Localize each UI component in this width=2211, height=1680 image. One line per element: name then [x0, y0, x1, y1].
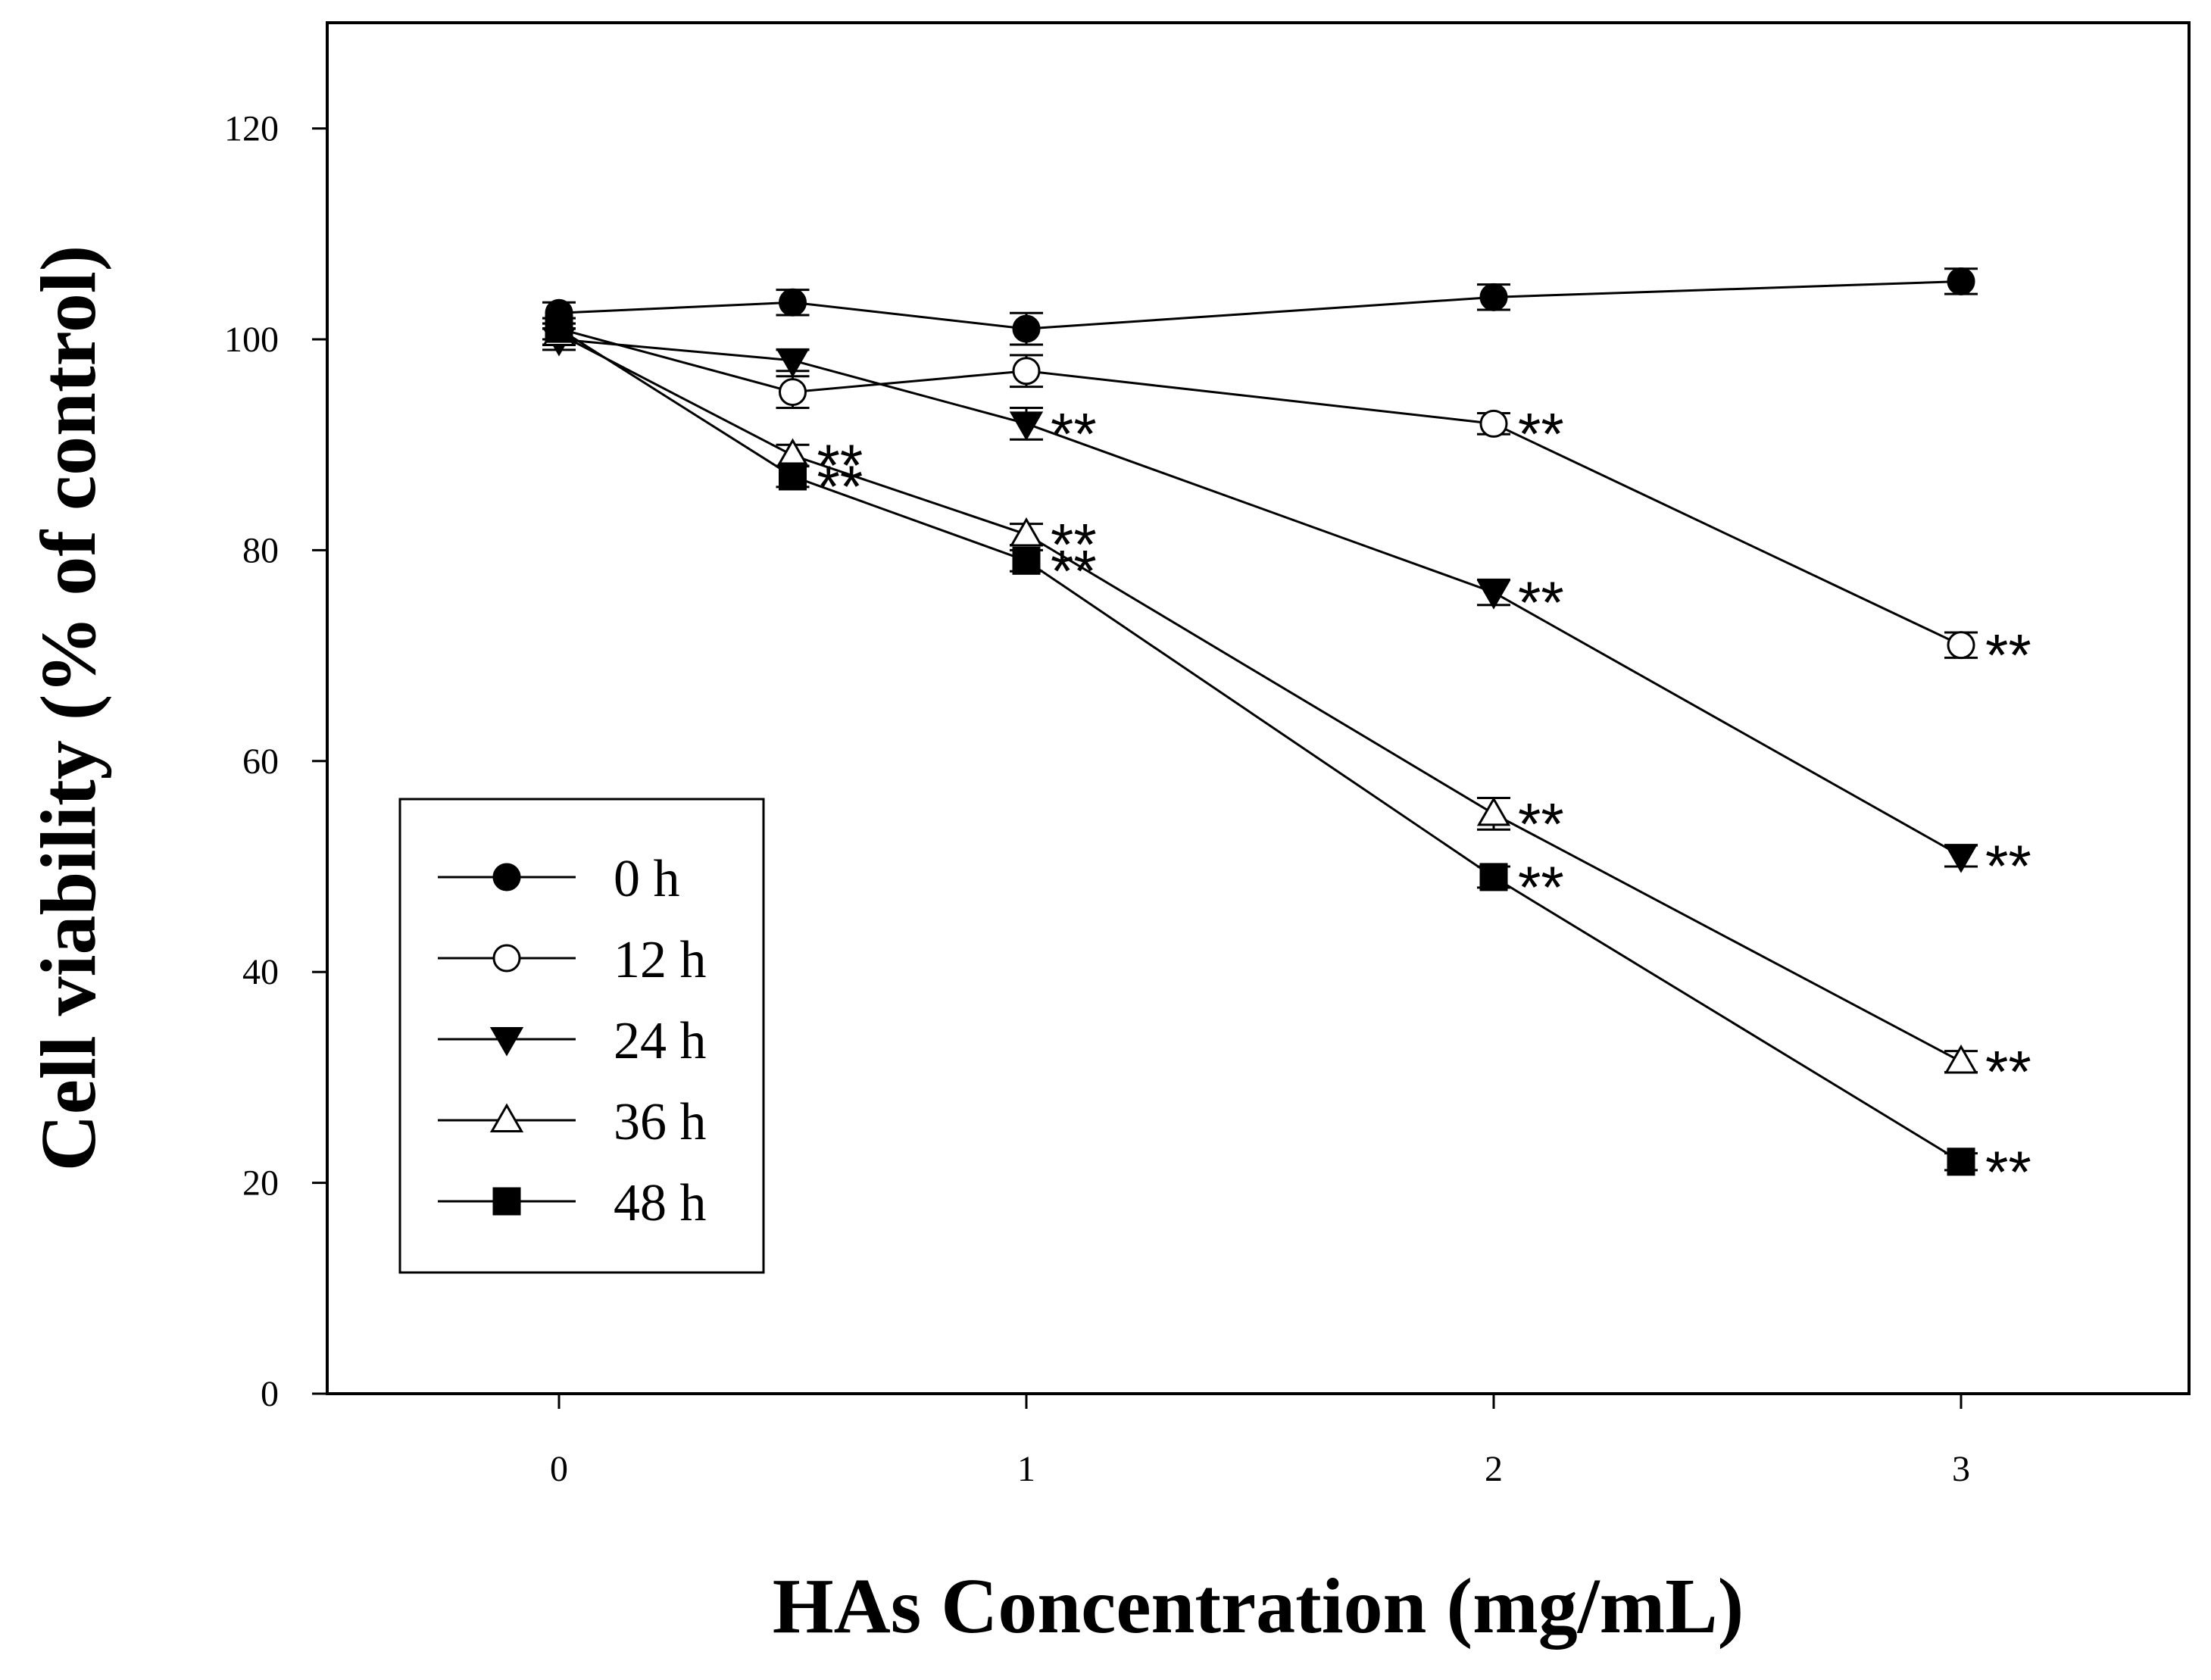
data-point: [779, 378, 807, 407]
legend-marker: [492, 863, 521, 892]
x-tick-label: 3: [1952, 1449, 1970, 1489]
y-tick-label: 60: [242, 742, 279, 782]
legend-label: 36 h: [614, 1093, 707, 1151]
y-axis-title: Cell viability (% of control): [25, 245, 112, 1172]
plot-frame: [326, 21, 2191, 1395]
legend-label: 24 h: [614, 1012, 707, 1070]
legend-label: 48 h: [614, 1174, 707, 1232]
significance-label: **: [1051, 537, 1097, 604]
y-tick-label: 0: [261, 1374, 279, 1414]
legend-label: 12 h: [614, 931, 707, 989]
legend-item: 12 h: [438, 931, 707, 989]
series-0h: [542, 267, 1978, 346]
significance-label: **: [1051, 400, 1097, 467]
significance-label: **: [1518, 569, 1564, 635]
series-line: [558, 327, 1962, 647]
data-point: [1012, 546, 1041, 575]
data-point: [1947, 267, 1975, 295]
data-point: [1476, 796, 1511, 826]
legend-marker: [492, 1187, 521, 1216]
data-point: [1947, 1148, 1975, 1176]
legend: 0 h 12 h 24 h 36 h 48 h: [398, 798, 765, 1274]
x-axis: 0 1 2 3: [550, 1394, 1970, 1489]
significance-label: **: [817, 453, 863, 520]
significance-label: **: [1985, 1138, 2031, 1205]
data-point: [1944, 1044, 1978, 1074]
legend-label: 0 h: [614, 850, 680, 908]
series-48h: [542, 314, 1978, 1176]
data-point: [1479, 283, 1508, 311]
series-line: [558, 333, 1962, 1063]
x-tick-label: 2: [1485, 1449, 1503, 1489]
x-tick-label: 1: [1017, 1449, 1035, 1489]
legend-marker: [492, 944, 521, 973]
legend-marker: [489, 1027, 524, 1057]
significance-annotations: **************************: [817, 400, 2031, 1204]
significance-label: **: [817, 432, 863, 498]
data-point: [1476, 580, 1511, 610]
data-series: [542, 267, 1978, 1176]
y-tick-label: 40: [242, 952, 279, 992]
series-12h: [542, 314, 1978, 660]
data-point: [1009, 517, 1044, 547]
y-tick-label: 80: [242, 530, 279, 570]
series-line: [558, 279, 1962, 330]
legend-marker: [489, 1103, 524, 1132]
data-point: [1012, 357, 1041, 386]
legend-item: 0 h: [438, 850, 680, 908]
legend-item: 48 h: [438, 1174, 707, 1232]
x-axis-title: HAs Concentration (mg/mL): [773, 1563, 1744, 1650]
data-point: [545, 314, 573, 343]
y-tick-label: 20: [242, 1163, 279, 1204]
series-24h: [542, 327, 1978, 873]
data-point: [1944, 844, 1978, 873]
data-point: [1012, 314, 1041, 343]
data-point: [1009, 411, 1044, 441]
significance-label: **: [1985, 1038, 2031, 1105]
y-axis: 0 20 40 60 80 100 120: [224, 109, 327, 1414]
data-point: [779, 462, 807, 491]
series-line: [558, 327, 1962, 1163]
significance-label: **: [1518, 790, 1564, 857]
significance-label: **: [1985, 832, 2031, 899]
significance-label: **: [1518, 400, 1564, 467]
data-point: [779, 288, 807, 317]
y-tick-label: 100: [224, 320, 279, 360]
significance-label: **: [1985, 622, 2031, 689]
data-point: [1947, 631, 1975, 660]
y-tick-label: 120: [224, 109, 279, 149]
x-tick-label: 0: [550, 1449, 568, 1489]
legend-item: 24 h: [438, 1012, 707, 1070]
data-point: [776, 348, 810, 378]
significance-label: **: [1051, 511, 1097, 578]
significance-label: **: [1518, 854, 1564, 920]
series-line: [558, 338, 1962, 857]
legend-item: 36 h: [438, 1093, 707, 1151]
data-point: [1479, 409, 1508, 438]
data-point: [1479, 863, 1508, 892]
